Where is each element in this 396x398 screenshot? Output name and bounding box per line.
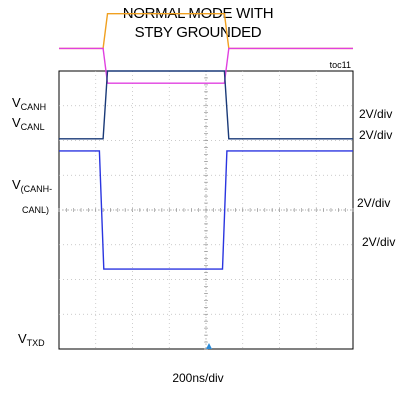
trigger-marker (206, 343, 212, 349)
trace-vcanh (59, 13, 353, 50)
scale-vdiff: 2V/div (357, 196, 390, 210)
label-vcanh: VCANH (12, 95, 46, 112)
label-vdiff-line2: CANL) (22, 205, 49, 215)
chart-title-line-2: STBY GROUNDED (134, 24, 262, 41)
label-vdiff: V(CANH- (12, 177, 52, 194)
scale-vcanl: 2V/div (359, 128, 392, 142)
x-axis-label: 200ns/div (172, 371, 224, 385)
trace-vcanl (59, 47, 353, 84)
grid (58, 70, 354, 350)
label-vcanl: VCANL (12, 115, 45, 132)
traces (59, 13, 353, 270)
trace-vtxd (59, 150, 353, 270)
trace-v-canh-canl (59, 70, 353, 140)
scale-vtxd: 2V/div (362, 235, 395, 249)
label-vtxd: VTXD (18, 331, 45, 348)
scale-vcanh: 2V/div (359, 107, 392, 121)
figure-id: toc11 (330, 60, 351, 70)
